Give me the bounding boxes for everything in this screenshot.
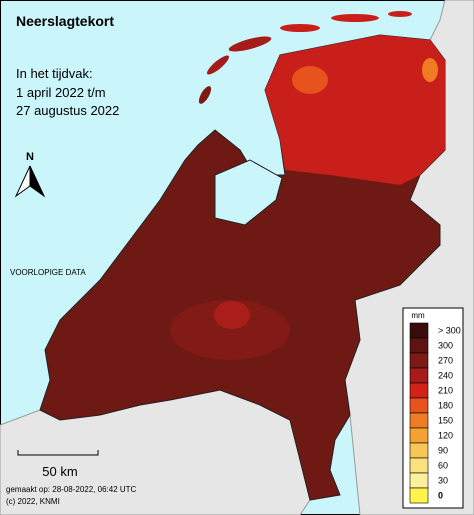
island xyxy=(206,55,230,75)
hotspot xyxy=(292,66,328,94)
legend-swatch xyxy=(409,442,429,459)
north-label: N xyxy=(26,151,34,163)
legend-label: 300 xyxy=(438,341,453,351)
made-date: gemaakt op: 28-08-2022, 06:42 UTC xyxy=(6,485,137,494)
scale-label: 50 km xyxy=(42,464,77,479)
period: 1 april 2022 t/m xyxy=(16,85,106,100)
north-arrow xyxy=(29,165,46,198)
title: Neerslagtekort xyxy=(16,13,114,29)
legend-label: 0 xyxy=(438,491,443,501)
copyright: (c) 2022, KNMI xyxy=(6,497,60,506)
period: In het tijdvak: xyxy=(16,66,93,81)
island xyxy=(280,24,320,32)
legend-label: 90 xyxy=(438,446,448,456)
legend-swatch xyxy=(409,382,429,399)
scale-bar xyxy=(17,450,99,456)
north-region xyxy=(265,35,445,185)
legend-label: 30 xyxy=(438,476,448,486)
legend-label: 210 xyxy=(438,386,453,396)
legend-label: 240 xyxy=(438,371,453,381)
island xyxy=(228,36,272,52)
hotspot xyxy=(422,58,438,82)
legend-swatch xyxy=(409,337,429,354)
legend-unit: mm xyxy=(411,311,425,320)
legend-label: 180 xyxy=(438,401,453,411)
legend-swatch xyxy=(409,397,429,414)
legend-label: 60 xyxy=(438,461,448,471)
lake xyxy=(214,159,283,226)
island xyxy=(198,86,212,104)
status: VOORLOPIGE DATA xyxy=(10,268,86,277)
legend-swatch xyxy=(409,487,429,504)
legend-swatch xyxy=(409,427,429,444)
legend-swatch xyxy=(409,322,429,339)
legend-label: 120 xyxy=(438,431,453,441)
legend-swatch xyxy=(409,352,429,369)
island xyxy=(388,11,412,17)
legend-swatch xyxy=(409,472,429,489)
legend-label: 150 xyxy=(438,416,453,426)
legend-label: > 300 xyxy=(438,326,461,336)
region xyxy=(170,300,290,360)
island xyxy=(331,14,379,22)
legend-swatch xyxy=(409,367,429,384)
legend-swatch xyxy=(409,412,429,429)
legend-swatch xyxy=(409,457,429,474)
period: 27 augustus 2022 xyxy=(16,103,119,118)
legend-label: 270 xyxy=(438,356,453,366)
